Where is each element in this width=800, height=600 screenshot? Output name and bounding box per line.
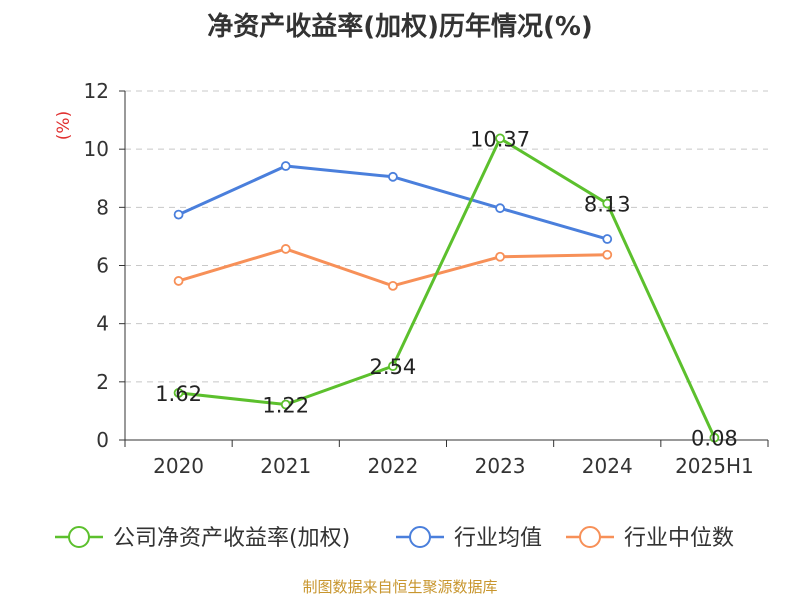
data-point	[388, 280, 398, 291]
data-point	[280, 244, 291, 254]
x-tick-label: 2025H1	[675, 454, 754, 478]
data-point	[602, 234, 613, 244]
legend-label: 公司净资产收益率(加权)	[113, 526, 350, 551]
data-point	[173, 276, 184, 286]
y-tick-label: 4	[96, 312, 109, 336]
data-source-note: 制图数据来自恒生聚源数据库	[302, 578, 498, 596]
series-line-0	[178, 136, 716, 439]
data-label: 8.13	[584, 193, 631, 217]
data-point	[602, 198, 613, 209]
y-tick-label: 0	[96, 428, 109, 452]
y-tick-label: 8	[96, 195, 109, 219]
data-point	[173, 387, 184, 398]
data-label: 0.08	[691, 427, 738, 451]
legend-label: 行业中位数	[624, 526, 734, 551]
data-point	[173, 209, 184, 220]
y-axis-label: (%)	[54, 111, 74, 140]
legend-marker	[68, 526, 90, 548]
data-label: 1.22	[262, 394, 309, 418]
data-label: 1.62	[155, 382, 202, 406]
series-line-2	[178, 247, 608, 288]
data-point	[280, 399, 291, 410]
data-point	[495, 203, 505, 214]
y-tick-label: 2	[96, 370, 109, 394]
x-tick-label: 2022	[367, 454, 418, 478]
y-tick-label: 12	[84, 79, 109, 103]
x-tick-label: 2024	[582, 454, 633, 478]
legend-marker	[579, 526, 601, 548]
data-point	[709, 432, 720, 443]
data-point	[495, 133, 505, 144]
data-point	[388, 171, 398, 182]
data-label: 2.54	[370, 355, 417, 379]
data-point	[280, 161, 291, 171]
data-point	[495, 251, 505, 262]
legend-label: 行业均值	[454, 526, 542, 551]
chart-title: 净资产收益率(加权)历年情况(%)	[207, 12, 593, 42]
data-label: 10.37	[470, 127, 530, 151]
data-point	[602, 249, 613, 260]
data-point	[388, 361, 398, 372]
x-tick-label: 2020	[153, 454, 204, 478]
y-tick-label: 6	[96, 254, 109, 278]
x-tick-label: 2021	[260, 454, 311, 478]
legend-marker	[409, 526, 431, 548]
x-tick-label: 2023	[475, 454, 526, 478]
y-tick-label: 10	[84, 137, 109, 161]
